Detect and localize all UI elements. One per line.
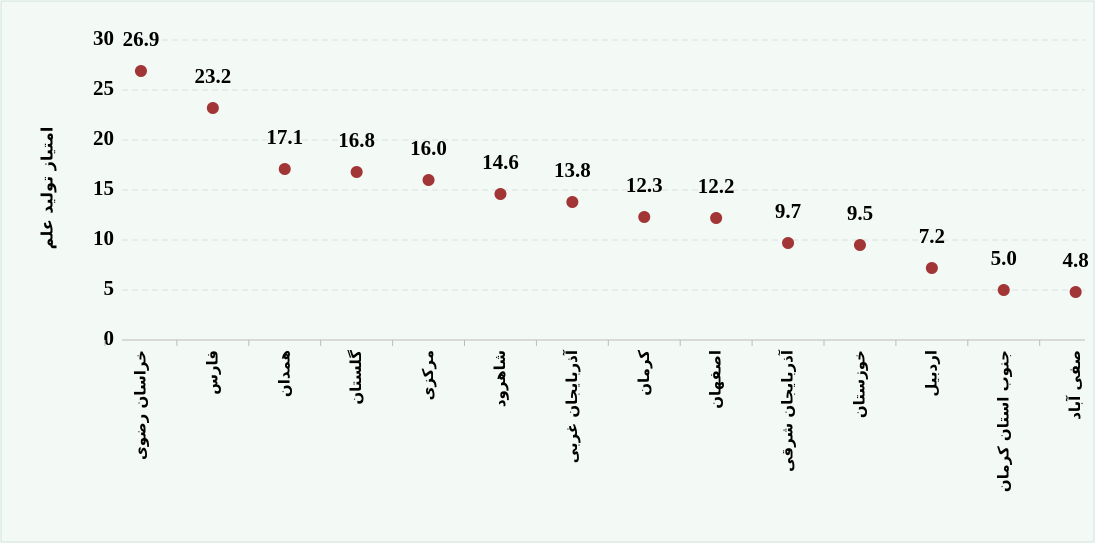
- x-tick-label: خراسان رضوی: [131, 350, 149, 460]
- x-tick-label: همدان: [275, 350, 293, 397]
- x-tick-label: کرمان: [635, 350, 653, 396]
- data-label: 4.8: [1063, 248, 1089, 272]
- data-label: 7.2: [919, 224, 945, 248]
- y-tick-label: 15: [93, 176, 114, 200]
- data-point: [638, 211, 651, 223]
- data-point: [206, 102, 219, 114]
- y-tick-label: 10: [93, 226, 114, 250]
- data-label: 13.8: [554, 158, 591, 182]
- data-label: 26.9: [123, 27, 160, 51]
- x-tick-label: جنوب استان کرمان: [994, 350, 1012, 492]
- x-tick-label: گلستان: [347, 350, 365, 405]
- data-point: [1069, 286, 1082, 298]
- data-point: [710, 212, 723, 224]
- data-point: [925, 262, 938, 274]
- x-tick-label: صفی آباد: [1066, 350, 1084, 420]
- y-tick-label: 25: [93, 76, 114, 100]
- data-label: 16.0: [410, 136, 447, 160]
- x-tick-label: فارس: [203, 350, 221, 395]
- data-label: 9.7: [775, 199, 801, 223]
- data-point: [782, 237, 795, 249]
- x-tick-label: شاهرود: [491, 350, 509, 407]
- y-tick-label: 0: [104, 326, 115, 350]
- data-point: [278, 163, 291, 175]
- y-axis-label: امتیاز تولید علم: [38, 127, 57, 250]
- data-label: 14.6: [482, 150, 519, 174]
- y-tick-label: 30: [93, 26, 114, 50]
- data-label: 16.8: [338, 128, 375, 152]
- x-tick-label: اردبیل: [922, 350, 940, 397]
- x-tick-label: آذربایجان شرقی: [779, 349, 797, 472]
- data-label: 23.2: [194, 64, 231, 88]
- data-label: 12.2: [698, 174, 735, 198]
- x-tick-label: اصفهان: [707, 350, 725, 409]
- data-label: 5.0: [991, 246, 1017, 270]
- data-label: 9.5: [847, 201, 873, 225]
- data-point: [134, 65, 147, 77]
- y-tick-label: 20: [93, 126, 114, 150]
- x-tick-label: خوزستان: [850, 350, 868, 418]
- data-point: [566, 196, 579, 208]
- x-tick-label: مرکزی: [419, 350, 437, 400]
- x-tick-label: آذربایجان غربی: [563, 349, 581, 463]
- data-label: 12.3: [626, 173, 663, 197]
- data-point: [853, 239, 866, 251]
- data-point: [422, 174, 435, 186]
- y-tick-label: 5: [104, 276, 115, 300]
- data-label: 17.1: [266, 125, 303, 149]
- data-point: [350, 166, 363, 178]
- data-point: [997, 284, 1010, 296]
- data-point: [494, 188, 507, 200]
